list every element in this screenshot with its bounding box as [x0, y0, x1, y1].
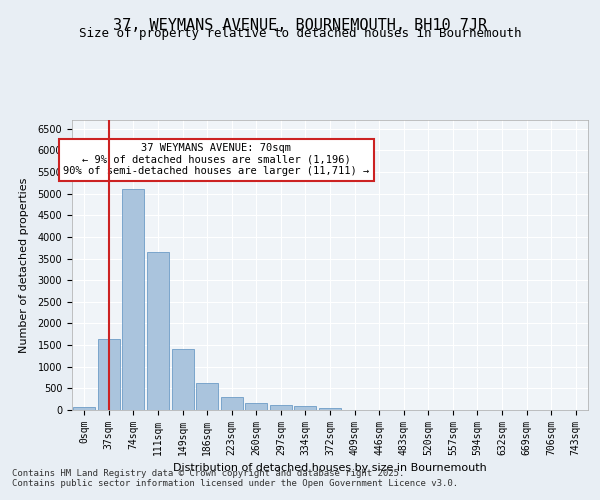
Bar [122, 190, 145, 410]
Bar [147, 252, 169, 410]
Bar [295, 406, 316, 410]
Bar [98, 338, 120, 410]
Bar [245, 403, 268, 410]
Bar [270, 405, 292, 410]
X-axis label: Distribution of detached houses by size in Bournemouth: Distribution of detached houses by size … [173, 464, 487, 473]
Bar [221, 396, 243, 410]
Text: Size of property relative to detached houses in Bournemouth: Size of property relative to detached ho… [79, 28, 521, 40]
Text: Contains public sector information licensed under the Open Government Licence v3: Contains public sector information licen… [12, 478, 458, 488]
Text: Contains HM Land Registry data © Crown copyright and database right 2025.: Contains HM Land Registry data © Crown c… [12, 468, 404, 477]
Text: 37 WEYMANS AVENUE: 70sqm
← 9% of detached houses are smaller (1,196)
90% of semi: 37 WEYMANS AVENUE: 70sqm ← 9% of detache… [64, 143, 370, 176]
Y-axis label: Number of detached properties: Number of detached properties [19, 178, 29, 352]
Text: 37, WEYMANS AVENUE, BOURNEMOUTH, BH10 7JR: 37, WEYMANS AVENUE, BOURNEMOUTH, BH10 7J… [113, 18, 487, 32]
Bar [73, 407, 95, 410]
Bar [196, 383, 218, 410]
Bar [319, 408, 341, 410]
Bar [172, 348, 194, 410]
